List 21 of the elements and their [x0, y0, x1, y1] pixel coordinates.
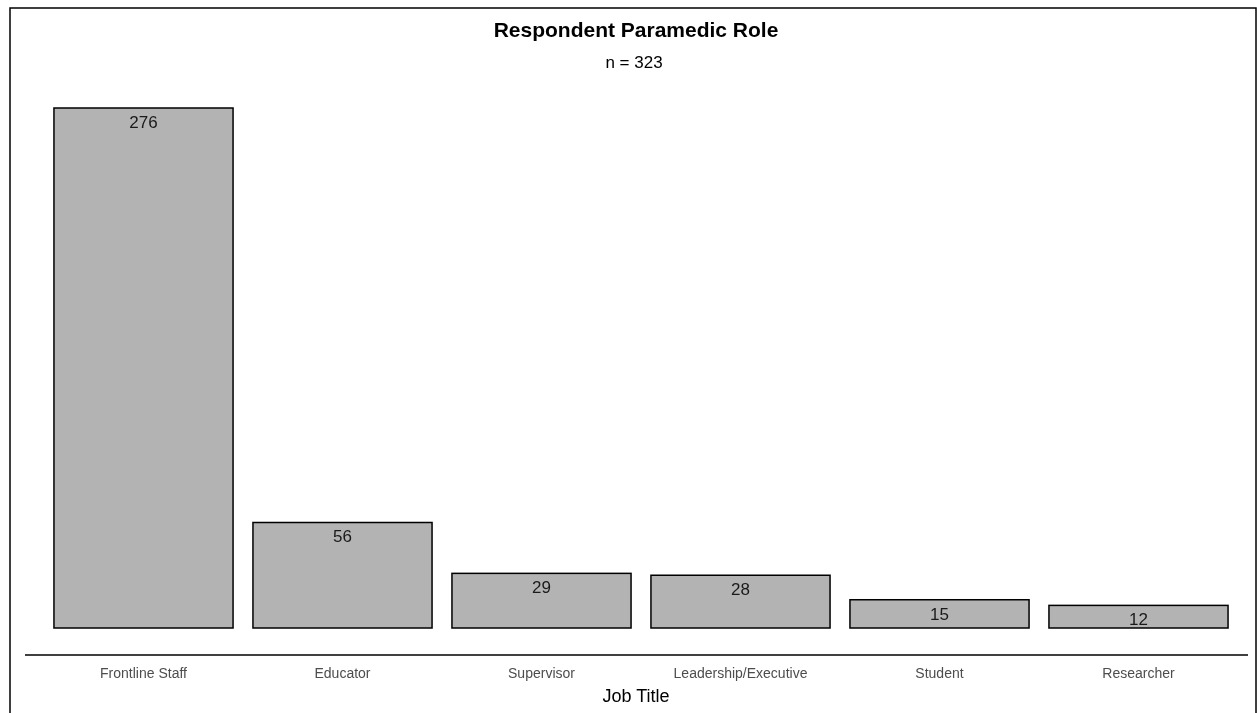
chart-subtitle: n = 323 [605, 53, 663, 72]
bar [650, 574, 831, 629]
x-tick-label: Educator [314, 665, 371, 681]
bar [451, 572, 632, 629]
x-tick-label: Leadership/Executive [673, 665, 808, 681]
bar [53, 107, 234, 629]
bar [849, 598, 1030, 629]
data-label: 15 [930, 604, 949, 624]
data-label: 276 [129, 113, 158, 132]
x-axis-title: Job Title [602, 686, 670, 706]
data-label: 28 [731, 580, 750, 600]
bar [1048, 604, 1229, 629]
x-tick-label: Researcher [1102, 665, 1176, 681]
chart-title: Respondent Paramedic Role [493, 18, 779, 41]
x-tick-label: Frontline Staff [100, 665, 188, 681]
data-label: 56 [333, 527, 352, 547]
bar [252, 521, 433, 629]
data-label: 29 [532, 578, 551, 598]
x-tick-label: Supervisor [508, 665, 576, 681]
data-label: 12 [1129, 610, 1148, 630]
x-tick-label: Student [915, 665, 964, 681]
